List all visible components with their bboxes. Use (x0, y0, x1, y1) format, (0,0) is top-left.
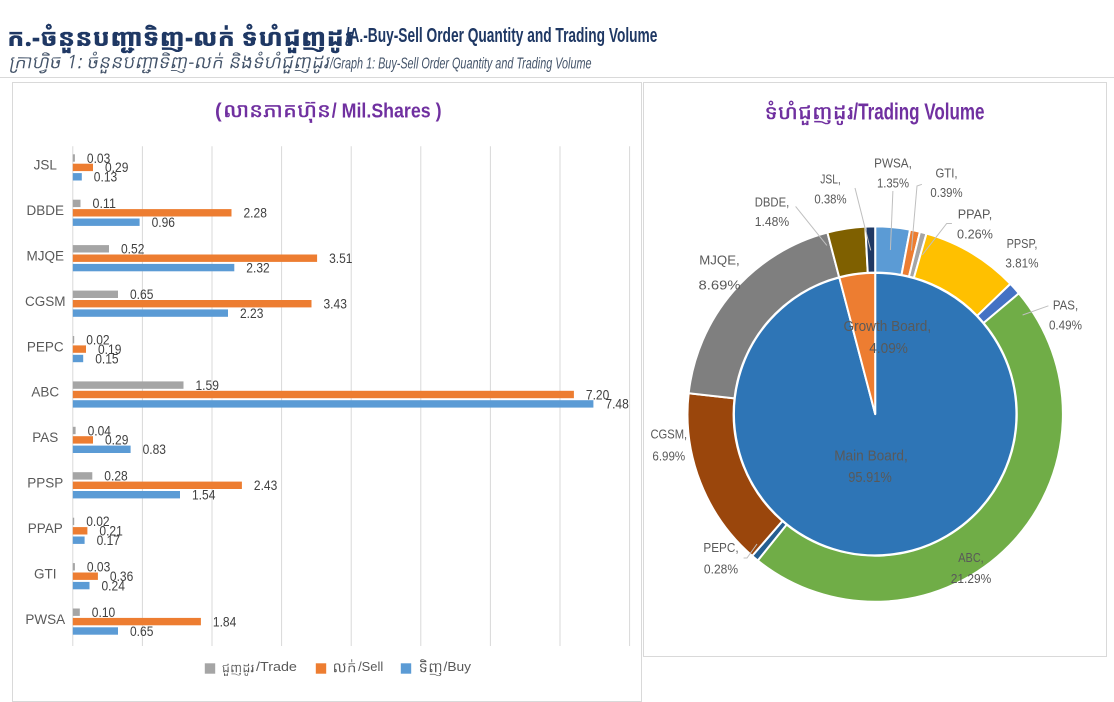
svg-text:21.29%: 21.29% (951, 571, 992, 586)
svg-text:JSL,: JSL, (820, 172, 841, 187)
svg-text:0.83: 0.83 (143, 442, 166, 457)
svg-text:0.21: 0.21 (99, 524, 122, 539)
svg-text:PPAP,: PPAP, (958, 207, 993, 222)
svg-text:/Trade: /Trade (256, 659, 297, 674)
svg-text:0.29: 0.29 (105, 160, 128, 175)
svg-text:/Graph 1: Buy-Sell Order Quant: /Graph 1: Buy-Sell Order Quantity and Tr… (329, 55, 591, 72)
svg-text:PEPC: PEPC (27, 339, 64, 354)
svg-text:1.48%: 1.48% (755, 214, 790, 229)
svg-text:0.28: 0.28 (104, 469, 127, 484)
svg-text:7.20: 7.20 (586, 387, 609, 402)
svg-text:PAS,: PAS, (1053, 298, 1078, 313)
svg-text:0.19: 0.19 (98, 342, 121, 357)
svg-text:1.35%: 1.35% (877, 176, 909, 191)
svg-text:GTI,: GTI, (935, 166, 957, 181)
svg-text:3.81%: 3.81% (1005, 256, 1039, 271)
svg-text:0.26%: 0.26% (957, 227, 993, 242)
svg-text:0.28%: 0.28% (704, 562, 739, 577)
svg-text:0.17: 0.17 (97, 533, 120, 548)
svg-text:0.13: 0.13 (94, 170, 117, 185)
svg-text:0.04: 0.04 (88, 423, 112, 438)
svg-text:0.38%: 0.38% (814, 192, 847, 207)
svg-text:0.65: 0.65 (130, 287, 153, 302)
svg-text:95.91%: 95.91% (848, 469, 892, 486)
svg-text:2.28: 2.28 (244, 206, 267, 221)
svg-text:/Buy: /Buy (444, 659, 472, 674)
svg-text:JSL: JSL (34, 158, 58, 173)
svg-text:(: ( (215, 101, 222, 123)
svg-text:PWSA,: PWSA, (874, 156, 912, 171)
svg-text:/A.-Buy-Sell Order Quantity an: /A.-Buy-Sell Order Quantity and Trading … (346, 25, 658, 47)
svg-text:3.43: 3.43 (324, 297, 347, 312)
svg-text:0.03: 0.03 (87, 560, 110, 575)
svg-text:0.65: 0.65 (130, 624, 153, 639)
svg-text:2.23: 2.23 (240, 306, 263, 321)
svg-text:DBDE: DBDE (27, 203, 65, 218)
svg-text:0.36: 0.36 (110, 569, 133, 584)
svg-text:2.43: 2.43 (254, 478, 277, 493)
svg-text:0.02: 0.02 (86, 333, 109, 348)
svg-text:CGSM: CGSM (25, 294, 66, 309)
svg-text:PWSA: PWSA (25, 612, 65, 627)
svg-text:0.11: 0.11 (93, 196, 116, 211)
svg-text:0.15: 0.15 (95, 351, 118, 366)
svg-text:3.51: 3.51 (329, 251, 352, 266)
svg-text:ABC: ABC (31, 385, 59, 400)
svg-text:0.24: 0.24 (102, 578, 126, 593)
svg-text:0.02: 0.02 (86, 514, 109, 529)
svg-text:0.52: 0.52 (121, 242, 144, 257)
svg-text:Growth Board,: Growth Board, (844, 318, 932, 335)
svg-text:Main Board,: Main Board, (834, 448, 908, 465)
svg-text:/ Mil.Shares ): / Mil.Shares ) (332, 101, 442, 123)
svg-text:1.84: 1.84 (213, 614, 237, 629)
svg-text:0.49%: 0.49% (1049, 318, 1082, 333)
svg-text:0.29: 0.29 (105, 433, 128, 448)
svg-text:0.39%: 0.39% (930, 185, 963, 200)
svg-text:1.54: 1.54 (192, 488, 216, 503)
svg-text:2.32: 2.32 (246, 260, 269, 275)
svg-text:GTI: GTI (34, 566, 57, 581)
svg-text:ABC,: ABC, (958, 550, 983, 565)
svg-text:CGSM,: CGSM, (650, 427, 687, 442)
svg-text:PPSP,: PPSP, (1007, 236, 1038, 251)
svg-text:8.69%: 8.69% (699, 278, 741, 293)
svg-text:PPAP: PPAP (28, 521, 63, 536)
svg-text:PPSP: PPSP (27, 476, 63, 491)
svg-text:0.03: 0.03 (87, 151, 110, 166)
svg-text:MJQE: MJQE (27, 248, 65, 263)
svg-text:PAS: PAS (32, 430, 58, 445)
svg-text:DBDE,: DBDE, (755, 195, 790, 210)
svg-text:0.96: 0.96 (152, 215, 175, 230)
svg-text:4.09%: 4.09% (869, 340, 908, 357)
svg-text:0.10: 0.10 (92, 605, 115, 620)
svg-text:6.99%: 6.99% (652, 449, 685, 464)
svg-text:PEPC,: PEPC, (703, 540, 738, 555)
svg-text:7.48: 7.48 (605, 397, 628, 412)
svg-text:MJQE,: MJQE, (699, 253, 739, 268)
svg-text:/Sell: /Sell (358, 659, 383, 674)
svg-text:/Trading Volume: /Trading Volume (853, 99, 984, 125)
svg-text:1.59: 1.59 (196, 378, 219, 393)
